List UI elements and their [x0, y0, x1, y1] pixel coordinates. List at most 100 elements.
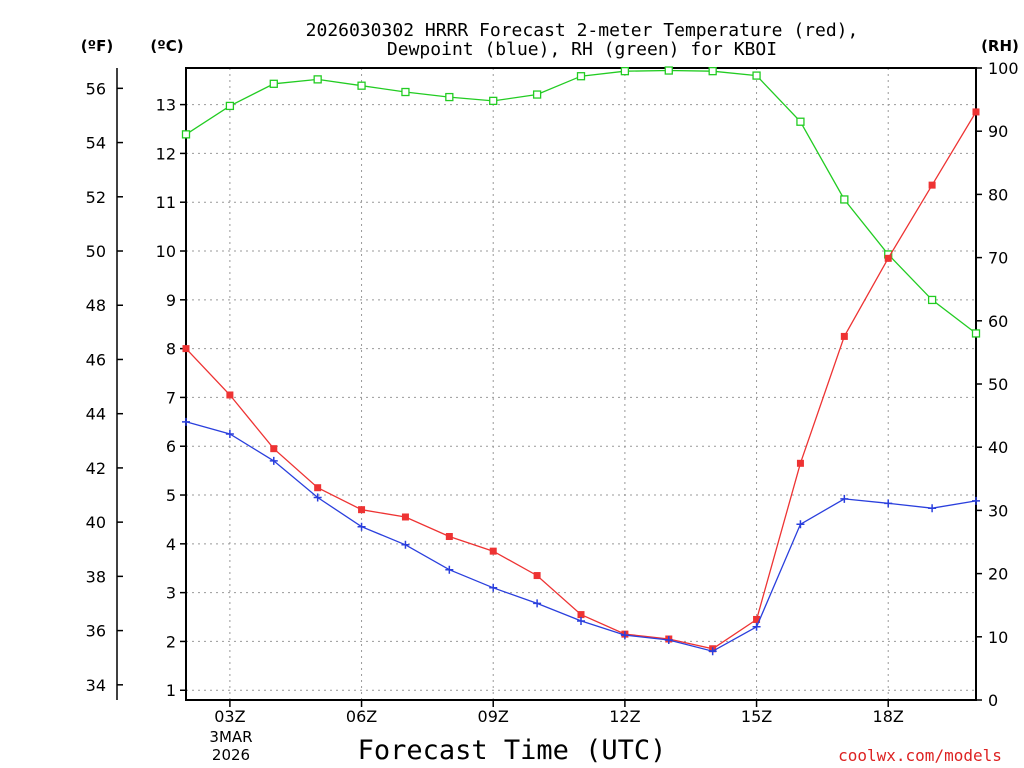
series-layer: [181, 66, 981, 656]
rh-line: [185, 69, 977, 334]
fahrenheit-tick-label: 54: [86, 134, 106, 153]
dewpoint-point: [708, 647, 717, 656]
temperature-point: [884, 254, 892, 262]
temperature-line: [185, 111, 977, 650]
temperature-point: [928, 181, 936, 189]
celsius-tick-label: 4: [166, 535, 176, 554]
x-tick-label: 09Z: [478, 707, 509, 726]
temperature-point: [972, 108, 980, 116]
fahrenheit-axis: 34 36 38 40 42 44 46 48 50 52 54 56: [86, 79, 123, 695]
fahrenheit-tick-label: 44: [86, 405, 106, 424]
rh-point: [489, 96, 498, 106]
dewpoint-point: [182, 417, 190, 426]
rh-unit-label: (RH): [981, 37, 1019, 55]
rh-point: [840, 195, 849, 204]
rh-point: [357, 81, 366, 90]
rh-tick-label: 70: [988, 249, 1008, 268]
dewpoint-point: [401, 540, 410, 549]
rh-point: [971, 329, 981, 338]
dewpoint-point: [796, 520, 805, 529]
temperature-point: [401, 513, 409, 521]
dewpoint-point: [928, 504, 937, 513]
credit-label: coolwx.com/models: [838, 746, 1002, 765]
celsius-tick-label: 13: [156, 96, 176, 115]
rh-point: [708, 67, 717, 76]
celsius-tick-label: 6: [166, 437, 176, 456]
fahrenheit-tick-label: 48: [86, 296, 106, 315]
temperature-point: [226, 391, 234, 399]
rh-tick-label: 80: [988, 185, 1008, 204]
temperature-point: [358, 506, 366, 514]
temperature-point: [270, 445, 278, 453]
fahrenheit-tick-label: 52: [86, 188, 106, 207]
fahrenheit-tick-label: 36: [86, 622, 106, 641]
dewpoint-point: [884, 499, 893, 508]
rh-point: [927, 295, 937, 305]
dewpoint-point: [225, 430, 234, 439]
x-axis-title: Forecast Time (UTC): [358, 735, 667, 766]
temperature-point: [445, 533, 453, 541]
dewpoint-point: [313, 493, 322, 502]
rh-point: [401, 87, 410, 97]
temperature-point: [796, 459, 804, 467]
fahrenheit-tick-label: 40: [86, 513, 106, 532]
rh-point: [752, 71, 761, 80]
rh-tick-label: 0: [988, 691, 998, 710]
rh-tick-label: 20: [988, 565, 1008, 584]
celsius-tick-label: 1: [166, 681, 176, 700]
fahrenheit-tick-label: 34: [86, 676, 106, 695]
rh-tick-label: 30: [988, 501, 1008, 520]
celsius-tick-label: 3: [166, 584, 176, 603]
fahrenheit-tick-label: 56: [86, 79, 106, 98]
celsius-unit-label: (ºC): [150, 37, 183, 55]
x-tick-label: 03Z: [214, 707, 245, 726]
rh-point: [313, 75, 322, 84]
celsius-tick-label: 9: [166, 291, 176, 310]
rh-tick-label: 60: [988, 312, 1008, 331]
dewpoint-point: [357, 522, 366, 531]
x-tick-label: 06Z: [346, 707, 377, 726]
fahrenheit-tick-label: 46: [86, 350, 106, 369]
rh-tick-label: 90: [988, 122, 1008, 141]
rh-point: [664, 66, 673, 75]
dewpoint-point: [489, 583, 498, 592]
x-tick-label: 15Z: [741, 707, 772, 726]
rh-point: [181, 130, 191, 139]
date-label-year: 2026: [212, 746, 250, 764]
rh-tick-label: 100: [988, 59, 1019, 78]
x-axis: 03Z 06Z 09Z 12Z 15Z 18Z: [214, 700, 904, 726]
fahrenheit-tick-label: 38: [86, 567, 106, 586]
temperature-point: [840, 332, 848, 340]
temperature-point: [182, 345, 190, 353]
dewpoint-point: [752, 622, 761, 631]
dewpoint-point: [664, 635, 673, 644]
x-tick-label: 12Z: [609, 707, 640, 726]
rh-point: [445, 92, 454, 102]
rh-tick-label: 40: [988, 438, 1008, 457]
date-label-day: 3MAR: [209, 728, 252, 746]
chart-title-line-1: 2026030302 HRRR Forecast 2-meter Tempera…: [306, 20, 859, 41]
rh-tick-label: 10: [988, 628, 1008, 647]
celsius-tick-label: 11: [156, 193, 176, 212]
temperature-point: [753, 615, 761, 623]
grid: [186, 68, 976, 700]
fahrenheit-tick-label: 42: [86, 459, 106, 478]
dewpoint-point: [620, 631, 629, 640]
plot-frame: [185, 67, 977, 701]
temperature-point: [577, 611, 585, 619]
temperature-point: [489, 547, 497, 555]
rh-point: [620, 67, 630, 76]
rh-point: [532, 90, 542, 99]
celsius-tick-label: 10: [156, 242, 176, 261]
dewpoint-point: [445, 565, 454, 574]
chart-title-line-2: Dewpoint (blue), RH (green) for KBOI: [387, 39, 777, 60]
dewpoint-point: [577, 616, 585, 625]
dewpoint-point: [533, 599, 542, 608]
dewpoint-point: [269, 456, 278, 465]
fahrenheit-unit-label: (ºF): [81, 37, 113, 55]
celsius-tick-label: 5: [166, 486, 176, 505]
fahrenheit-tick-label: 50: [86, 242, 106, 261]
rh-point: [269, 79, 278, 88]
